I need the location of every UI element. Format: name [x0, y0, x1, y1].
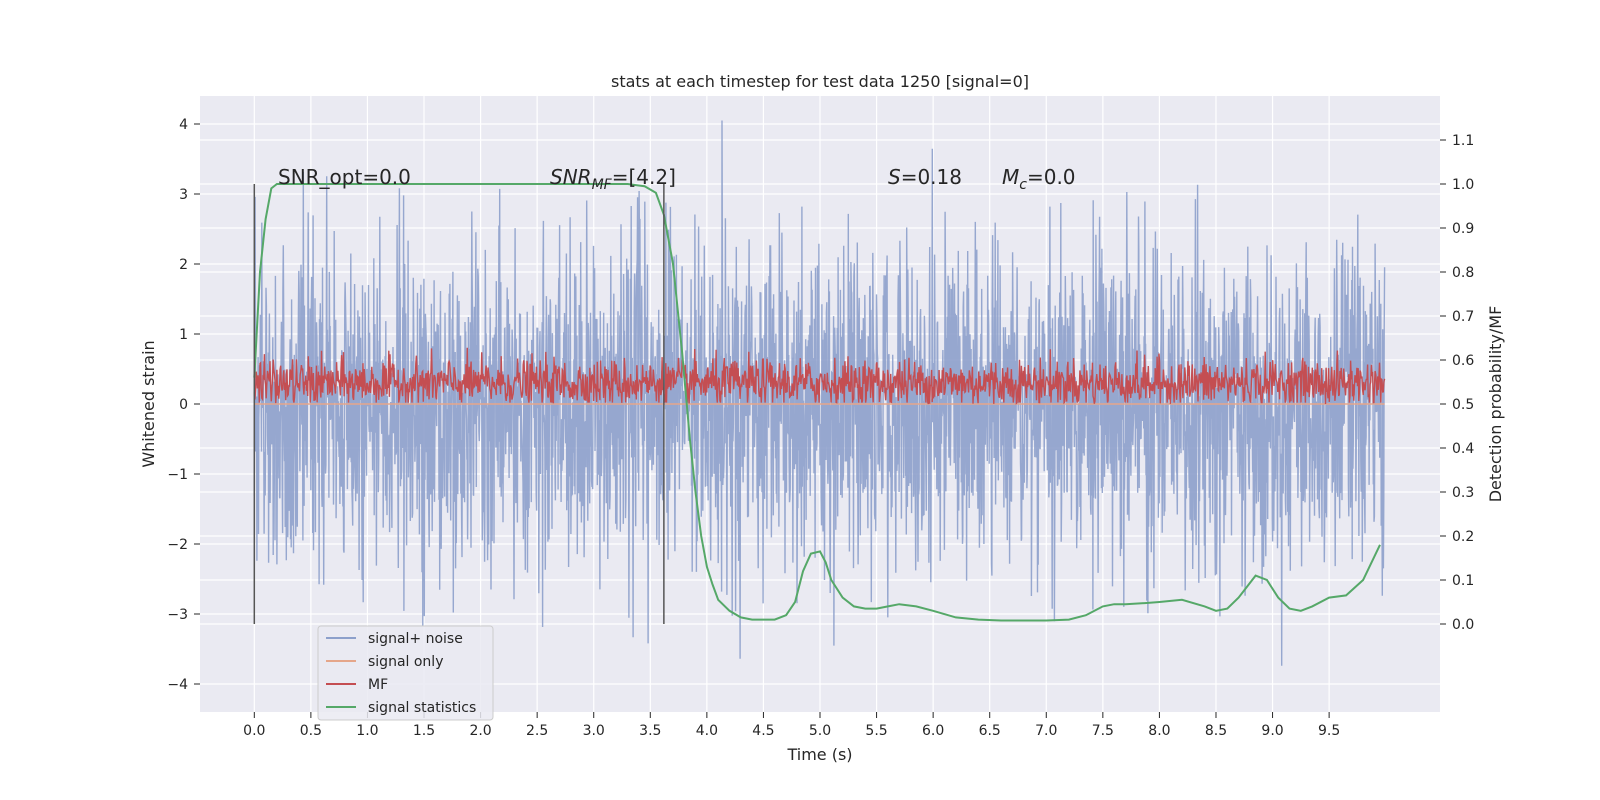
x-tick-label: 0.5: [300, 723, 322, 739]
x-tick-label: 9.0: [1261, 723, 1283, 739]
x-tick-label: 6.0: [922, 723, 944, 739]
legend-label-signal-statistics: signal statistics: [368, 700, 476, 716]
series-layer: [253, 120, 1386, 666]
y-left-tick-label: −2: [167, 537, 188, 553]
y-right-tick-label: 0.2: [1452, 529, 1474, 545]
x-tick-label: 0.0: [243, 723, 265, 739]
y-axis-title-left: Whitened strain: [139, 340, 158, 467]
annotation-snr-mf-sub: MF: [592, 177, 613, 193]
axes: 0.0 0.5 1.0 1.5 2.0 2.5 3.0 3.5 4.0 4.5 5.0 5.5 6.0 6…: [167, 117, 1474, 739]
x-tick-label: 6.5: [979, 723, 1001, 739]
y-left-tick-label: −3: [167, 607, 188, 623]
x-tick-label: 5.0: [809, 723, 831, 739]
legend: signal+ noise signal only MF signal stat…: [317, 625, 494, 721]
x-tick-label: 2.0: [469, 723, 491, 739]
x-tick-label: 4.5: [752, 723, 774, 739]
y-left-tick-label: 2: [179, 257, 188, 273]
y-right-tick-label: 0.8: [1452, 265, 1474, 281]
annotation-s: S=0.18: [888, 165, 962, 189]
y-right-tick-label: 0.6: [1452, 353, 1474, 369]
y-right-tick-label: 0.9: [1452, 221, 1474, 237]
annotation-mc-name: M: [1002, 165, 1019, 189]
annotation-snr-mf: SNRMF=[4.2]: [550, 165, 676, 193]
y-right-tick-label: 0.5: [1452, 397, 1474, 413]
legend-box: [317, 625, 494, 721]
annotation-snr-mf-name: SNR: [550, 165, 592, 189]
series-mf-line: [253, 347, 1386, 405]
x-tick-label: 1.0: [356, 723, 378, 739]
y-right-tick-label: 1.0: [1452, 177, 1474, 193]
annotation-s-name: S: [888, 165, 901, 189]
series-signal-statistics-line: [253, 183, 1381, 622]
annotation-s-value: =0.18: [901, 165, 962, 189]
y-right-tick-label: 0.0: [1452, 617, 1474, 633]
y-right-tick-label: 0.1: [1452, 573, 1474, 589]
y-left-tick-label: −1: [167, 467, 188, 483]
annotation-snr-opt: SNR_opt=0.0: [278, 165, 411, 189]
legend-label-mf: MF: [368, 677, 388, 693]
x-tick-label: 4.0: [696, 723, 718, 739]
annotation-snr-mf-value: =[4.2]: [612, 165, 676, 189]
y-left-tick-label: 1: [179, 327, 188, 343]
y-left-tick-label: −4: [167, 677, 188, 693]
y-right-tick-label: 0.3: [1452, 485, 1474, 501]
vertical-lines: [253, 184, 665, 624]
legend-label-signal-only: signal only: [368, 654, 443, 670]
annotation-mc-sub: c: [1019, 177, 1027, 193]
x-tick-label: 8.5: [1205, 723, 1227, 739]
x-tick-label: 5.5: [865, 723, 887, 739]
y-left-tick-label: 0: [179, 397, 188, 413]
x-tick-label: 1.5: [413, 723, 435, 739]
x-axis-title: Time (s): [786, 745, 852, 764]
y-right-tick-label: 1.1: [1452, 133, 1474, 149]
x-tick-label: 8.0: [1148, 723, 1170, 739]
annotation-mc-value: =0.0: [1027, 165, 1076, 189]
y-axis-title-right: Detection probability/MF: [1486, 306, 1505, 503]
x-tick-label: 7.0: [1035, 723, 1057, 739]
y-left-tick-label: 4: [179, 117, 188, 133]
x-tick-label: 2.5: [526, 723, 548, 739]
legend-label-signal-noise: signal+ noise: [368, 631, 463, 647]
y-right-tick-label: 0.4: [1452, 441, 1474, 457]
chart-title: stats at each timestep for test data 125…: [611, 72, 1029, 91]
annotation-mc: Mc=0.0: [1002, 165, 1076, 193]
x-tick-label: 9.5: [1318, 723, 1340, 739]
x-tick-label: 3.5: [639, 723, 661, 739]
x-tick-label: 7.5: [1092, 723, 1114, 739]
y-right-tick-label: 0.7: [1452, 309, 1474, 325]
x-tick-label: 3.0: [583, 723, 605, 739]
y-left-tick-label: 3: [179, 187, 188, 203]
